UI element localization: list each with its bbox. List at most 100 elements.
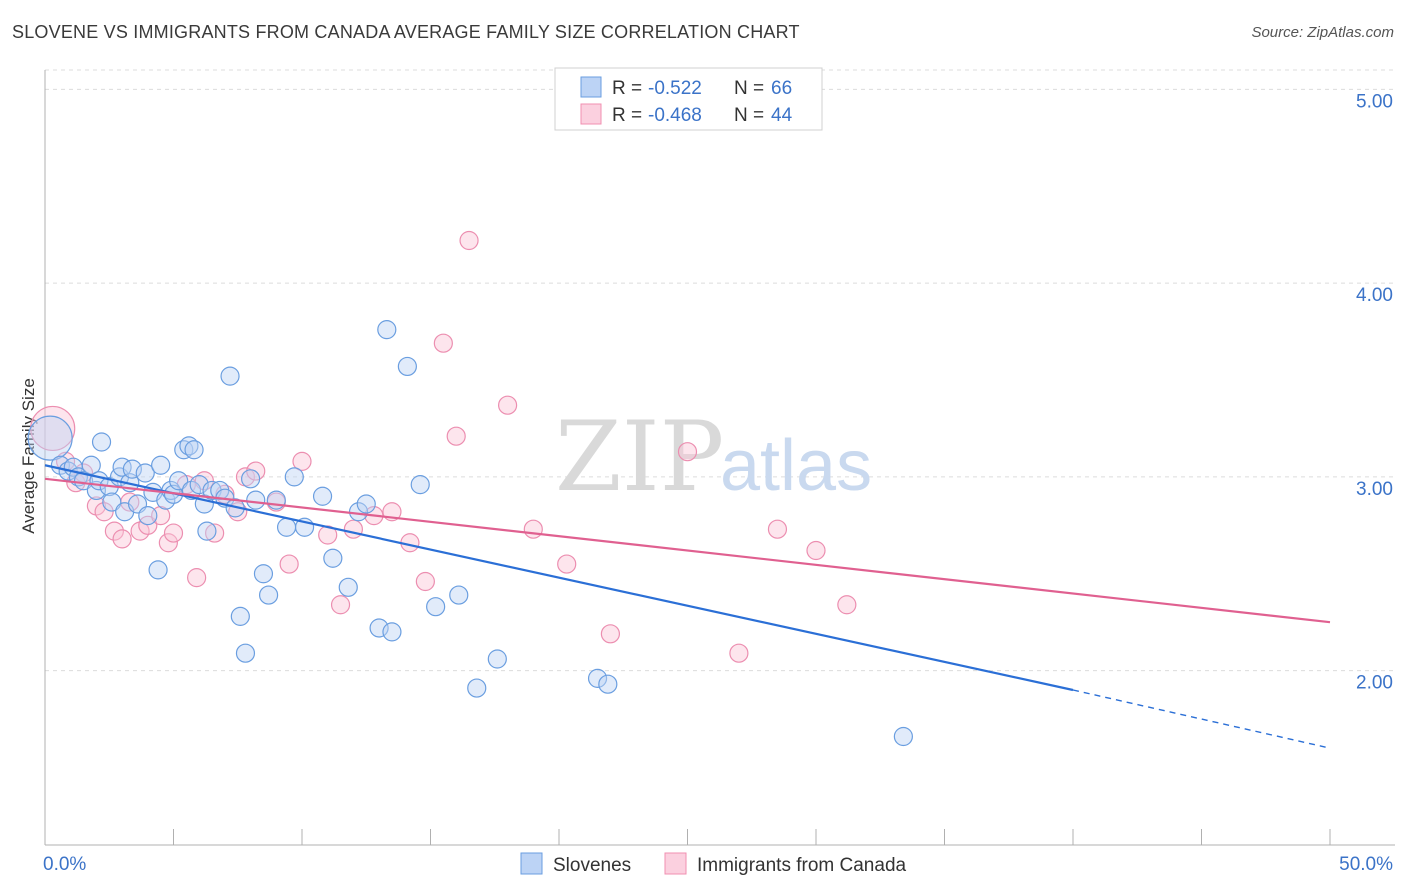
- slovenes-point: [397, 356, 417, 377]
- x-tick-label-end: 50.0%: [1339, 854, 1393, 875]
- canada-point: [677, 442, 698, 462]
- y-tick-label: 4.00: [1356, 285, 1393, 306]
- y-tick-label: 5.00: [1356, 91, 1393, 112]
- y-tick-labels: 2.00 3.00 4.00 5.00: [1356, 91, 1393, 693]
- slovenes-trend-line: [44, 464, 1074, 692]
- y-tick-label: 2.00: [1356, 673, 1393, 694]
- slovenes-point: [449, 585, 469, 605]
- slovenes-point: [169, 471, 189, 491]
- slovenes-point: [220, 366, 240, 386]
- bottom-legend-slovenes: Slovenes: [553, 855, 631, 876]
- canada-point: [86, 496, 107, 516]
- slovenes-point: [410, 475, 430, 495]
- slovenes-point: [174, 440, 194, 460]
- canada-point: [194, 471, 214, 491]
- slovenes-point: [258, 585, 279, 605]
- slovenes-trend-extension: [1072, 689, 1331, 749]
- slovenes-point: [138, 506, 158, 526]
- legend-r-label-2: R =: [612, 105, 642, 126]
- legend-swatch-canada: [580, 103, 602, 125]
- watermark: ZIP atlas: [555, 401, 872, 513]
- bottom-legend-swatch-canada: [664, 852, 687, 875]
- canada-point: [729, 643, 749, 663]
- canada-point: [600, 624, 621, 644]
- canada-point: [767, 519, 788, 539]
- canada-point: [415, 571, 435, 592]
- slovenes-point: [467, 678, 487, 698]
- slovenes-point: [102, 492, 122, 512]
- legend-r-value-1: -0.522: [648, 78, 702, 99]
- chart-title: SLOVENE VS IMMIGRANTS FROM CANADA AVERAG…: [12, 22, 800, 42]
- y-tick-label: 3.00: [1356, 479, 1393, 500]
- slovenes-point: [135, 463, 155, 483]
- slovenes-point: [179, 436, 199, 456]
- slovenes-point: [598, 674, 618, 694]
- axes: [44, 70, 1395, 846]
- slovenes-point: [323, 548, 343, 568]
- canada-point: [158, 533, 178, 553]
- slovenes-point: [230, 606, 250, 626]
- canada-point: [433, 333, 453, 353]
- slovenes-point: [241, 469, 261, 489]
- canada-point: [837, 595, 857, 615]
- canada-trend-line: [44, 477, 1331, 624]
- legend-n-label-1: N =: [734, 78, 764, 99]
- slovenes-point: [27, 415, 73, 461]
- trend-lines: [44, 464, 1331, 749]
- canada-point: [205, 523, 225, 543]
- legend-swatch-slovenes: [580, 76, 602, 98]
- slovenes-point: [184, 440, 204, 460]
- x-tick-label-start: 0.0%: [43, 854, 86, 875]
- y-axis-label: Average Family Size: [19, 378, 38, 534]
- canada-point: [279, 554, 299, 574]
- stats-legend: R = -0.522 N = 66 R = -0.468 N = 44: [554, 67, 823, 131]
- slovenes-point: [369, 618, 389, 638]
- gridlines: [45, 69, 1395, 672]
- slovenes-point: [197, 521, 217, 541]
- series-canada-points: [30, 230, 857, 663]
- slovenes-point: [73, 471, 94, 491]
- canada-point: [806, 540, 826, 561]
- canada-point: [446, 426, 466, 446]
- watermark-atlas: atlas: [720, 426, 872, 506]
- series-slovenes-points: [27, 320, 913, 747]
- slovenes-point: [276, 517, 297, 537]
- slovenes-point: [893, 726, 913, 747]
- slovenes-point: [235, 643, 256, 663]
- bottom-legend-canada: Immigrants from Canada: [697, 855, 907, 876]
- canada-point: [498, 395, 518, 415]
- series-legend: Slovenes Immigrants from Canada: [520, 852, 907, 876]
- canada-point: [523, 519, 543, 539]
- legend-r-label-1: R =: [612, 78, 642, 99]
- legend-r-value-2: -0.468: [648, 105, 702, 126]
- canada-point: [138, 515, 158, 535]
- x-tick-labels: 0.0% 50.0%: [43, 854, 1393, 875]
- legend-n-value-2: 44: [771, 105, 793, 126]
- slovenes-point: [246, 490, 266, 510]
- canada-point: [112, 529, 132, 549]
- canada-point: [292, 451, 312, 471]
- slovenes-point: [151, 455, 171, 475]
- slovenes-point: [356, 494, 376, 514]
- slovenes-point: [122, 459, 142, 479]
- slovenes-point: [426, 597, 446, 617]
- slovenes-point: [312, 486, 333, 506]
- slovenes-point: [587, 668, 608, 688]
- slovenes-point: [253, 564, 274, 584]
- canada-point: [330, 595, 351, 615]
- canada-point: [459, 230, 479, 251]
- canada-point: [187, 568, 207, 588]
- slovenes-point: [148, 560, 168, 580]
- slovenes-point: [91, 432, 112, 452]
- legend-n-label-2: N =: [734, 105, 764, 126]
- slovenes-point: [338, 577, 358, 597]
- canada-point: [94, 502, 114, 522]
- source-label: Source: ZipAtlas.com: [1251, 24, 1394, 41]
- canada-point: [104, 521, 124, 541]
- slovenes-point: [487, 649, 507, 669]
- canada-point: [130, 521, 150, 541]
- slovenes-point: [382, 622, 402, 642]
- canada-point: [163, 523, 184, 543]
- bottom-legend-swatch-slovenes: [520, 852, 543, 875]
